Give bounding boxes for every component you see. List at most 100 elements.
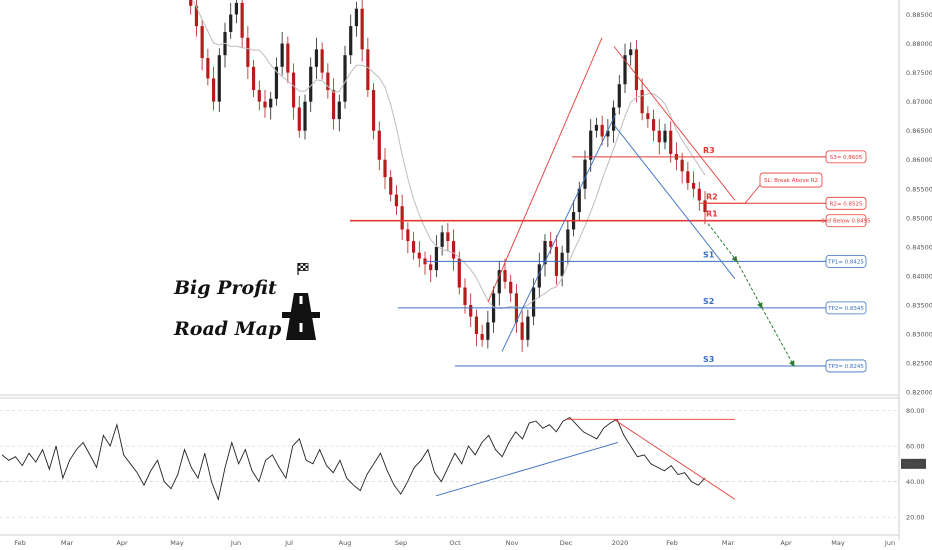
level-box-text-s1: TP1= 0.8425 bbox=[827, 259, 864, 265]
candle-body bbox=[240, 2, 244, 38]
price-tick-label: 0.82000 bbox=[906, 389, 932, 397]
candle-body bbox=[297, 107, 301, 131]
sl-connector bbox=[706, 184, 761, 204]
level-label-s3: S3 bbox=[703, 355, 714, 364]
candle-body bbox=[589, 130, 593, 160]
time-tick-label: Aug bbox=[339, 539, 352, 547]
candle-body bbox=[497, 270, 501, 294]
price-tick-label: 0.83500 bbox=[906, 301, 932, 309]
time-tick-label: Oct bbox=[449, 539, 461, 547]
osc-tick-label: 40.00 bbox=[906, 478, 925, 486]
candle-body bbox=[663, 130, 667, 143]
candle-body bbox=[269, 98, 273, 108]
price-tick-label: 0.85000 bbox=[906, 214, 932, 222]
time-tick-label: May bbox=[170, 539, 184, 547]
osc-tick-label: 60.00 bbox=[906, 443, 925, 451]
price-tick-label: 0.87000 bbox=[906, 98, 932, 106]
candle-body bbox=[623, 55, 627, 85]
candle-body bbox=[303, 101, 307, 131]
candle-body bbox=[640, 90, 644, 114]
price-tick-label: 0.88500 bbox=[906, 11, 932, 19]
candle-body bbox=[331, 90, 336, 120]
candle-body bbox=[257, 90, 261, 102]
time-tick-label: 2020 bbox=[612, 539, 629, 547]
candle-body bbox=[246, 37, 250, 67]
checkered-flag-icon bbox=[297, 263, 309, 275]
candle-body bbox=[480, 334, 484, 340]
candle-body bbox=[577, 188, 581, 213]
candle-body bbox=[429, 264, 433, 271]
time-tick-label: Apr bbox=[780, 539, 792, 547]
candle-body bbox=[703, 200, 707, 213]
price-tick-label: 0.82500 bbox=[906, 360, 932, 368]
candle-body bbox=[634, 49, 639, 91]
candle-body bbox=[286, 43, 290, 73]
candle-body bbox=[349, 26, 353, 56]
time-tick-label: Jul bbox=[284, 539, 293, 547]
time-tick-label: Nov bbox=[506, 539, 519, 547]
level-box-text-s3: TP3= 0.8245 bbox=[827, 364, 864, 370]
candle-body bbox=[520, 322, 524, 340]
oscillator-line bbox=[1, 417, 706, 501]
time-tick-label: Feb bbox=[14, 539, 26, 547]
osc-tick-label: 20.00 bbox=[906, 514, 925, 522]
candle-body bbox=[531, 287, 536, 317]
candle-body bbox=[463, 287, 467, 305]
projection-arrow bbox=[707, 223, 738, 263]
candle-body bbox=[343, 55, 347, 102]
price-tick-label: 0.86500 bbox=[906, 127, 932, 135]
time-tick-label: Jun bbox=[230, 539, 241, 547]
candle-body bbox=[400, 206, 404, 230]
candle-body bbox=[651, 119, 656, 131]
osc-tick-label: 80.00 bbox=[906, 407, 925, 415]
level-label-r2: R2 bbox=[706, 192, 718, 201]
level-label-r1: R1 bbox=[706, 210, 718, 219]
candle-body bbox=[360, 8, 364, 50]
candle-body bbox=[680, 159, 684, 172]
candle-body bbox=[366, 49, 370, 91]
candle-body bbox=[389, 177, 393, 195]
candle-body bbox=[606, 130, 610, 137]
candle-body bbox=[629, 49, 633, 56]
price-tick-label: 0.84500 bbox=[906, 243, 932, 251]
candle-body bbox=[537, 264, 541, 288]
level-label-s2: S2 bbox=[703, 297, 714, 306]
level-label-r3: R3 bbox=[703, 146, 715, 155]
price-tick-label: 0.87500 bbox=[906, 69, 932, 77]
candle-body bbox=[440, 232, 444, 247]
brand-line-2: Road Map bbox=[174, 318, 282, 340]
time-tick-label: Dec bbox=[560, 539, 573, 547]
candle-body bbox=[526, 316, 530, 340]
price-tick-label: 0.88000 bbox=[906, 40, 932, 48]
rising-support-trendline bbox=[501, 113, 617, 352]
candle-body bbox=[686, 171, 690, 183]
candle-body bbox=[320, 49, 324, 73]
candle-body bbox=[383, 159, 387, 178]
candle-body bbox=[234, 2, 239, 15]
falling-support-trendline bbox=[613, 124, 736, 280]
level-label-s1: S1 bbox=[703, 250, 715, 259]
candle-body bbox=[417, 252, 421, 259]
time-tick-label: Jun bbox=[884, 539, 895, 547]
osc-falling-trendline bbox=[613, 418, 736, 500]
candle-body bbox=[451, 241, 456, 259]
price-tick-label: 0.84000 bbox=[906, 272, 932, 280]
candle-body bbox=[206, 58, 210, 79]
level-box-r3 bbox=[825, 150, 867, 164]
brand-line-1: Big Profit bbox=[174, 277, 277, 299]
candle-body bbox=[509, 281, 513, 294]
level-box-r2 bbox=[825, 196, 867, 210]
candle-body bbox=[211, 78, 216, 102]
osc-current-value: 50.00 bbox=[905, 460, 924, 468]
candle-body bbox=[314, 49, 319, 67]
candle-body bbox=[560, 252, 564, 276]
candle-body bbox=[251, 66, 256, 91]
level-box-r1 bbox=[825, 214, 867, 228]
level-box-text-r3: S3= 0.8605 bbox=[830, 155, 863, 161]
level-box-text-r2: R2= 0.8525 bbox=[830, 201, 863, 207]
candle-body bbox=[457, 258, 461, 288]
osc-rising-trendline bbox=[435, 442, 619, 497]
candle-body bbox=[697, 188, 701, 201]
candle-body bbox=[394, 194, 399, 207]
